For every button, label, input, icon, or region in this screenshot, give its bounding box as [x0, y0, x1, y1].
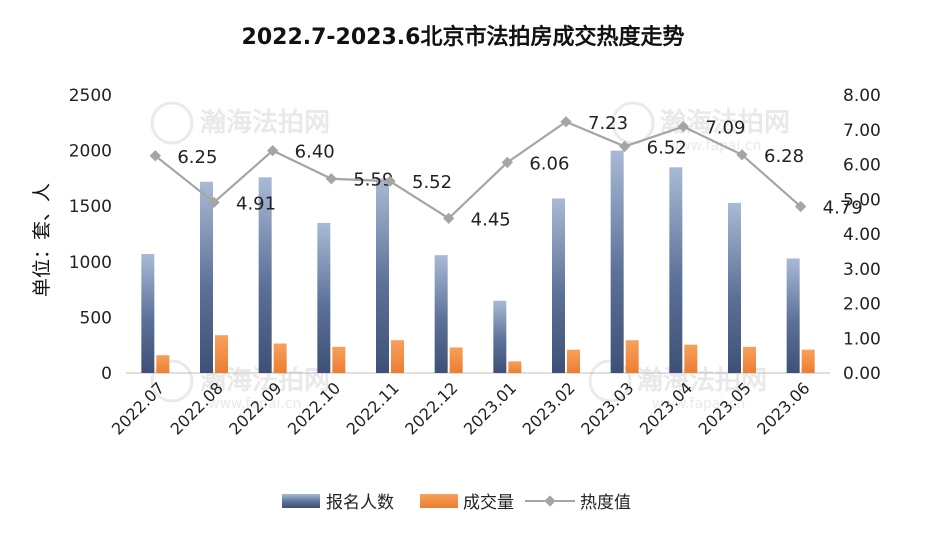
watermark-text-1: 瀚海法拍网 [200, 107, 330, 138]
heat-data-label: 6.06 [529, 153, 569, 174]
left-tick-label: 500 [80, 308, 112, 328]
bar-deals [684, 344, 698, 373]
watermark-url-3: www.fapai.cn [208, 396, 301, 412]
bar-signups [552, 198, 565, 373]
left-tick-label: 0 [101, 364, 112, 384]
heat-data-label: 6.52 [647, 137, 687, 158]
heat-point [501, 156, 513, 169]
right-tick-label: 3.00 [843, 260, 881, 280]
heat-data-label: 6.40 [295, 142, 335, 163]
bar-signups [141, 254, 155, 373]
heat-point [267, 144, 279, 157]
heat-data-label: 5.59 [353, 170, 393, 191]
right-tick-label: 1.00 [843, 329, 881, 349]
x-tick-label: 2023.02 [519, 378, 579, 438]
legend-label-signups: 报名人数 [326, 493, 394, 513]
x-tick-label: 2022.11 [343, 378, 403, 438]
bar-deals [625, 340, 639, 373]
bar-signups [200, 181, 213, 373]
heat-point [443, 212, 455, 225]
right-tick-label: 7.00 [843, 121, 881, 141]
legend-swatch-deals [420, 494, 458, 508]
x-tick-label: 2022.12 [401, 378, 461, 438]
heat-point [619, 140, 631, 153]
bar-deals [449, 347, 463, 373]
watermark-text-2: 瀚海法拍网 [660, 107, 790, 138]
right-axis-ticks: 0.00 1.00 2.00 3.00 4.00 5.00 6.00 7.00 8.00 [843, 86, 881, 384]
bar-signups [610, 150, 624, 373]
right-tick-label: 5.00 [843, 190, 881, 210]
heat-point [325, 173, 337, 185]
left-tick-label: 1000 [69, 253, 112, 273]
heat-point [149, 150, 161, 162]
heat-point [208, 196, 220, 209]
x-tick-label: 2023.03 [577, 378, 637, 438]
bar-deals [156, 355, 170, 373]
right-tick-label: 0.00 [843, 364, 881, 384]
heat-data-label: 6.25 [177, 147, 217, 168]
bar-signups [493, 300, 507, 373]
bar-signups [434, 255, 448, 373]
legend-marker-heat [544, 495, 556, 507]
legend-label-heat: 热度值 [580, 493, 631, 513]
heat-line-group: 6.25 4.91 6.40 5.59 5.52 4.45 6.06 7.23 6.52 7.09… [149, 113, 863, 230]
left-axis-ticks: 0 500 1000 1500 2000 2500 [69, 86, 112, 384]
heat-data-label: 4.91 [236, 193, 276, 214]
bar-signups [786, 258, 800, 373]
heat-point [736, 149, 748, 161]
heat-data-label: 5.52 [412, 172, 452, 193]
right-tick-label: 6.00 [843, 156, 881, 176]
watermark-url-2: www.fapai.cn [668, 138, 761, 154]
bar-signups [317, 222, 331, 373]
bar-signups [258, 177, 272, 373]
left-tick-label: 1500 [69, 197, 112, 217]
watermark-url-4: www.fapai.cn [652, 396, 745, 412]
bar-deals [273, 343, 287, 373]
left-tick-label: 2500 [69, 86, 112, 106]
watermark-bottom: 瀚海法拍网 www.fapai.cn [150, 359, 330, 412]
heat-point [795, 200, 807, 213]
bar-signups [669, 167, 683, 373]
bars-group [141, 150, 815, 373]
heat-point [384, 175, 396, 187]
right-tick-label: 4.00 [843, 225, 881, 245]
bar-deals [391, 340, 404, 373]
heat-data-label: 4.45 [471, 209, 511, 230]
y-axis-label: 单位：套、人 [31, 183, 53, 297]
x-tick-label: 2022.07 [108, 378, 168, 438]
bar-deals [508, 361, 522, 373]
right-tick-label: 8.00 [843, 86, 881, 106]
watermark-bottom-right: 瀚海法拍网 www.fapai.cn [588, 359, 767, 412]
bar-deals [801, 349, 815, 373]
heat-data-label: 7.09 [705, 118, 745, 139]
bar-signups [728, 202, 741, 373]
legend-label-deals: 成交量 [463, 493, 514, 513]
heat-data-label: 4.79 [823, 198, 863, 219]
heat-data-label: 6.28 [764, 146, 804, 167]
right-tick-label: 2.00 [843, 295, 881, 315]
left-tick-label: 2000 [69, 142, 112, 162]
chart-title: 2022.7-2023.6北京市法拍房成交热度走势 [242, 24, 685, 50]
heat-line [154, 120, 802, 220]
legend: 报名人数 成交量 热度值 [282, 493, 631, 513]
legend-swatch-signups [282, 494, 320, 508]
bar-deals [743, 346, 756, 373]
bar-deals [567, 349, 580, 373]
bar-deals [332, 346, 346, 373]
heat-data-label: 7.23 [588, 113, 628, 134]
bar-deals [215, 335, 228, 373]
watermark-top: 瀚海法拍网 [150, 101, 330, 145]
x-tick-label: 2023.01 [460, 378, 520, 438]
bar-signups [376, 178, 389, 373]
